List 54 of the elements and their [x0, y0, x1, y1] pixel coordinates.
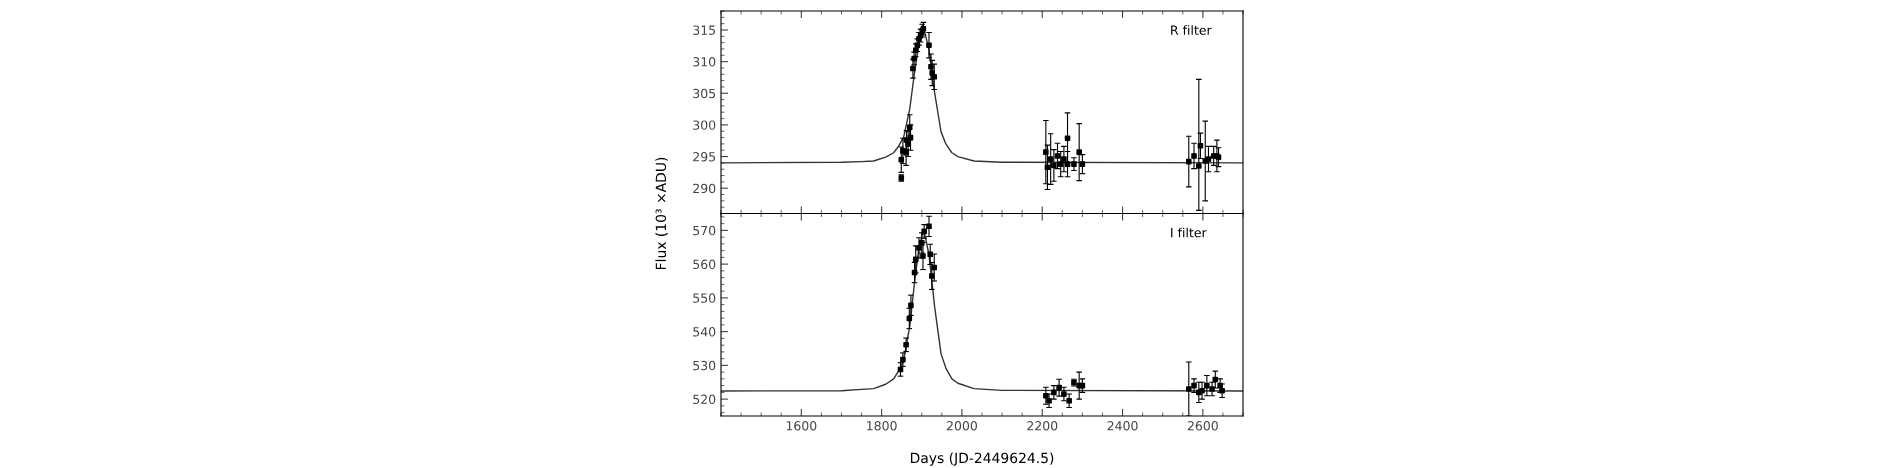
- point: [1186, 158, 1192, 165]
- y-tick-label: 315: [693, 25, 716, 35]
- point: [1051, 162, 1057, 169]
- y-tick-label: 300: [693, 120, 716, 130]
- point: [903, 342, 909, 348]
- point: [1191, 153, 1197, 159]
- point: [1061, 391, 1067, 397]
- point: [1047, 156, 1054, 162]
- point: [1064, 135, 1071, 141]
- x-tick-label: 1800: [867, 421, 897, 431]
- y-tick-label: 310: [693, 57, 716, 67]
- y-tick-label: 540: [693, 327, 716, 337]
- x-tick-label: 2600: [1187, 421, 1218, 431]
- point: [1054, 153, 1061, 159]
- point: [1079, 161, 1086, 167]
- point: [1071, 161, 1077, 167]
- point: [1043, 149, 1049, 155]
- point: [929, 70, 935, 76]
- point: [1205, 156, 1212, 162]
- point: [928, 63, 934, 70]
- y-tick-label: 550: [693, 293, 716, 303]
- point: [1046, 398, 1052, 404]
- point: [1204, 382, 1210, 389]
- y-tick-label: 295: [693, 152, 716, 162]
- point: [926, 42, 932, 48]
- annotation: R filter: [1171, 25, 1212, 35]
- point: [1043, 392, 1049, 399]
- x-tick-label: 2000: [946, 421, 977, 431]
- y-axis-title: Flux (10³ ×ADU): [655, 157, 668, 270]
- y-tick-label: 290: [693, 183, 716, 194]
- y-tick-label: 305: [693, 88, 716, 99]
- point: [1196, 163, 1202, 169]
- annotation: I filter: [1171, 227, 1207, 238]
- point: [1061, 156, 1067, 162]
- point: [916, 245, 922, 251]
- point: [1076, 149, 1082, 155]
- y-tick-label: 530: [693, 360, 716, 371]
- point: [1191, 382, 1197, 389]
- point: [1056, 384, 1062, 391]
- point: [1186, 386, 1192, 392]
- y-tick-label: 570: [693, 225, 716, 236]
- point: [1209, 386, 1215, 392]
- x-tick-label: 1600: [786, 421, 817, 431]
- y-tick-label: 560: [693, 259, 716, 270]
- point: [1051, 389, 1057, 396]
- x-tick-label: 2400: [1107, 421, 1138, 431]
- point: [1197, 143, 1204, 149]
- x-axis-title: Days (JD-2449624.5): [910, 452, 1054, 466]
- y-tick-label: 520: [693, 394, 716, 405]
- point: [1066, 398, 1072, 404]
- point: [926, 223, 932, 230]
- x-tick-label: 2200: [1027, 421, 1058, 431]
- point: [927, 251, 933, 258]
- point: [931, 74, 937, 80]
